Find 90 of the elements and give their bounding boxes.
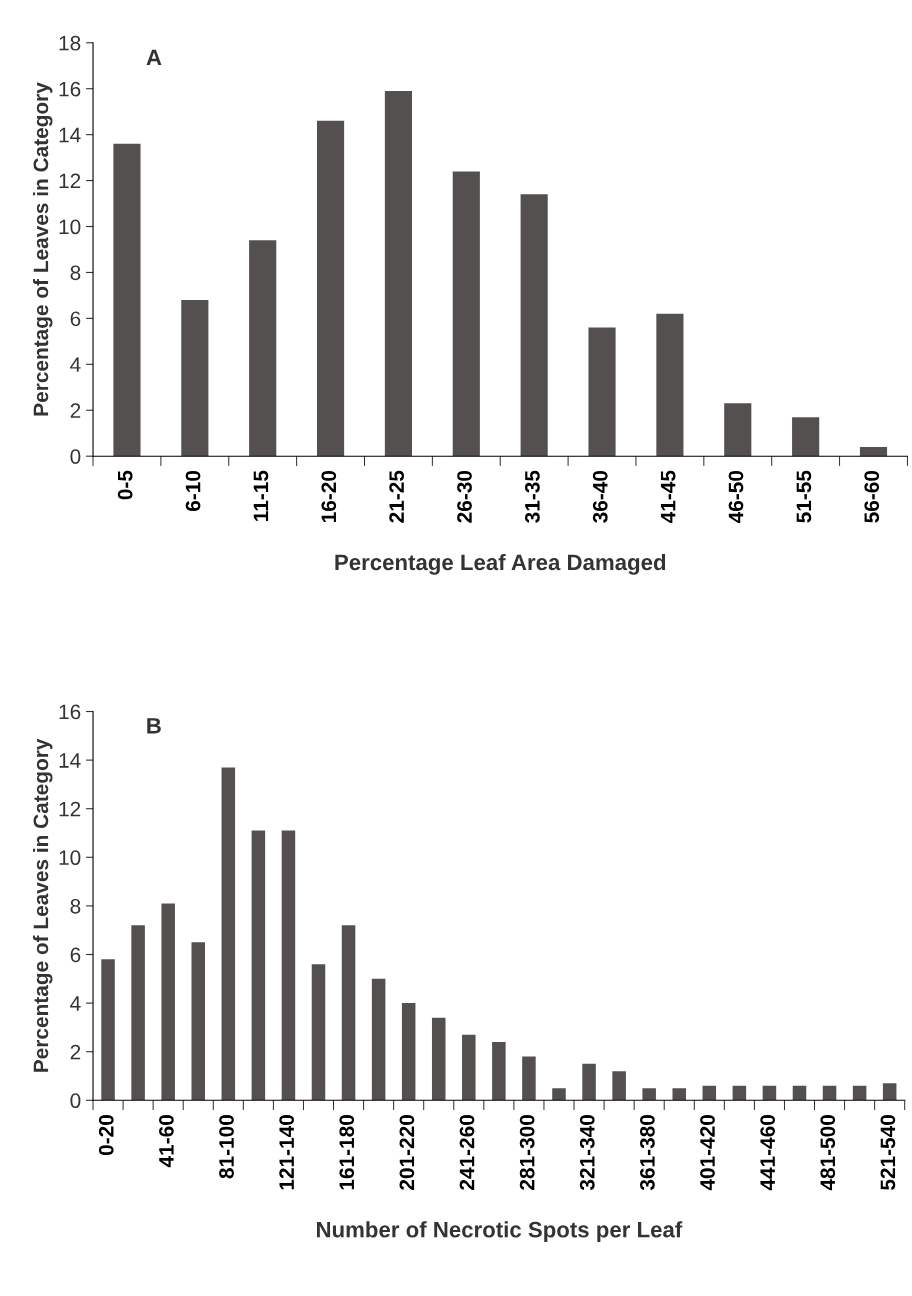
x-tick-label: 481-500: [820, 1115, 836, 1191]
x-tick-label: 161-180: [339, 1115, 355, 1190]
x-tick-label: 521-540: [880, 1115, 896, 1190]
y-tick-label: 10: [59, 219, 81, 235]
y-tick-label: 12: [59, 801, 81, 817]
x-tick-label: 0-20: [98, 1115, 114, 1156]
x-tick-label: 16-20: [321, 470, 337, 523]
bar: [341, 925, 356, 1101]
bar: [251, 830, 266, 1101]
y-tick-label: 2: [70, 1044, 81, 1060]
annotation: B: [147, 718, 161, 734]
bar: [882, 1083, 897, 1101]
bar: [316, 120, 345, 457]
y-tick-label: 4: [70, 996, 81, 1011]
bar: [462, 1034, 476, 1101]
bar: [522, 1056, 536, 1101]
y-tick-label: 4: [70, 357, 81, 372]
x-tick-label: 321-340: [579, 1115, 595, 1191]
y-tick-label: 0: [70, 449, 81, 464]
y-tick-label: 8: [70, 898, 81, 914]
bar: [762, 1085, 777, 1101]
x-tick-label: 121-140: [279, 1115, 295, 1190]
x-tick-label: 46-50: [728, 470, 744, 524]
y-tick-label: 16: [59, 704, 81, 720]
y-tick-label: 6: [70, 947, 81, 963]
x-tick-label: 281-300: [519, 1115, 535, 1190]
y-tick-label: 14: [59, 127, 81, 143]
bar: [724, 403, 752, 457]
x-tick-label: 0-5: [117, 470, 133, 500]
bar: [852, 1085, 867, 1101]
y-tick-label: 18: [59, 35, 81, 51]
bar: [492, 1041, 506, 1101]
bar: [401, 1003, 416, 1101]
x-tick-label: 56-60: [864, 470, 880, 523]
bar: [384, 91, 412, 457]
bar: [249, 240, 277, 457]
y-tick-label: 12: [59, 173, 81, 189]
bar: [552, 1088, 566, 1101]
bar: [452, 171, 480, 457]
bar: [101, 959, 115, 1101]
bar: [588, 327, 616, 457]
bar: [181, 300, 209, 457]
x-tick-label: 441-460: [760, 1115, 776, 1191]
bar: [131, 925, 145, 1101]
x-tick-label: 26-30: [457, 470, 472, 523]
y-tick-label: 6: [70, 311, 81, 327]
y-tick-label: 10: [59, 850, 81, 866]
bar: [672, 1088, 686, 1101]
x-tick-label: 361-380: [640, 1115, 655, 1191]
bar: [281, 830, 296, 1101]
y-tick-label: 2: [70, 403, 81, 418]
x-tick-label: 201-220: [399, 1115, 415, 1190]
bar: [822, 1085, 837, 1101]
y-axis-title: Percentage of Leaves in Category: [32, 738, 53, 1072]
annotation: A: [146, 49, 162, 66]
x-tick-label: 36-40: [592, 470, 608, 523]
bar: [792, 1085, 807, 1101]
y-tick-label: 16: [59, 81, 81, 97]
x-tick-label: 81-100: [219, 1115, 234, 1179]
x-tick-label: 11-15: [253, 470, 269, 521]
y-tick-label: 14: [59, 753, 81, 768]
x-tick-label: 401-420: [700, 1115, 715, 1191]
x-tick-label: 31-35: [525, 470, 540, 523]
x-tick-label: 41-45: [660, 470, 676, 524]
bar: [732, 1085, 747, 1101]
bar: [582, 1063, 596, 1101]
bar: [371, 978, 386, 1101]
bar: [431, 1017, 446, 1101]
bar: [161, 903, 175, 1101]
y-tick-label: 0: [70, 1093, 81, 1109]
bar: [792, 417, 820, 457]
bar: [311, 964, 326, 1101]
bar: [612, 1071, 626, 1101]
x-tick-label: 6-10: [185, 470, 201, 512]
bar: [656, 313, 684, 457]
x-tick-label: 241-260: [459, 1115, 475, 1190]
bar: [520, 194, 548, 457]
x-tick-label: 21-25: [389, 470, 405, 523]
y-tick-label: 8: [70, 265, 81, 281]
bar: [191, 942, 206, 1101]
bar: [113, 143, 141, 457]
x-tick-label: 51-55: [796, 470, 812, 523]
y-axis-title: Percentage of Leaves in Category: [32, 82, 53, 416]
bar: [702, 1085, 717, 1101]
bar: [859, 447, 888, 457]
x-axis-title: Number of Necrotic Spots per Leaf: [316, 1221, 683, 1242]
x-tick-label: 41-60: [159, 1115, 174, 1168]
x-axis-title: Percentage Leaf Area Damaged: [335, 553, 666, 575]
bar: [221, 767, 236, 1101]
bar: [642, 1088, 656, 1101]
